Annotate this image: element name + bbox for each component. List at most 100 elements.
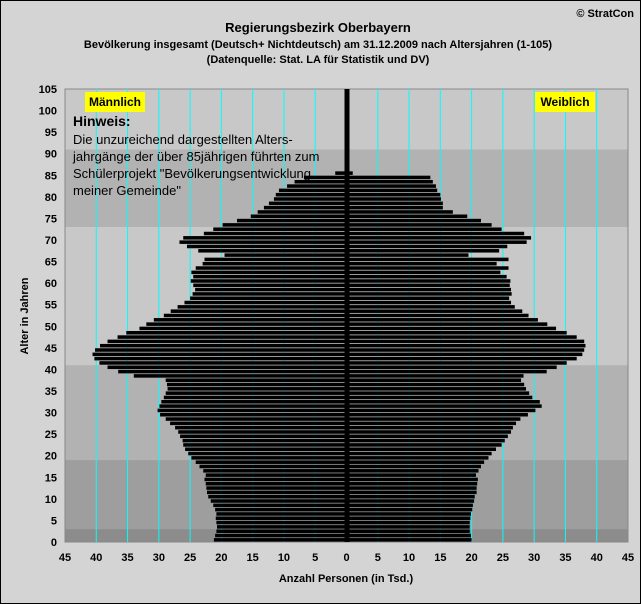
bar-male bbox=[335, 171, 347, 175]
bar-female bbox=[346, 430, 512, 434]
bar-female bbox=[346, 274, 507, 279]
bar-female bbox=[346, 253, 469, 257]
bar-female bbox=[346, 538, 472, 542]
y-axis-label: Alter in Jahren bbox=[19, 277, 31, 354]
y-tick-label: 95 bbox=[45, 127, 57, 139]
bar-female bbox=[346, 512, 471, 516]
bar-male bbox=[192, 292, 347, 296]
bar-male bbox=[210, 499, 347, 503]
bar-male bbox=[182, 438, 347, 443]
y-tick-label: 30 bbox=[45, 408, 57, 420]
bar-female bbox=[346, 525, 470, 529]
x-tick-label: 45 bbox=[622, 552, 634, 564]
bar-female bbox=[346, 197, 441, 201]
bar-female bbox=[346, 296, 510, 301]
x-tick-label: 15 bbox=[434, 552, 446, 564]
x-tick-label: 10 bbox=[403, 552, 415, 564]
bar-male bbox=[250, 214, 347, 219]
note-line-1: Die unzureichend dargestellten Alters- bbox=[73, 132, 293, 147]
bar-female bbox=[346, 434, 508, 439]
bar-female bbox=[346, 210, 453, 214]
x-tick-labels: 45 40 35 30 25 20 15 10 5 0 5 10 15 20 25 30 35 40 45 bbox=[59, 552, 634, 564]
bar-female bbox=[346, 456, 489, 460]
bar-female bbox=[346, 231, 525, 236]
bar-male bbox=[204, 257, 347, 262]
bar-male bbox=[107, 365, 347, 370]
bar-female bbox=[346, 365, 557, 370]
bar-female bbox=[346, 451, 492, 456]
bar-female bbox=[346, 300, 512, 305]
bar-male bbox=[163, 313, 347, 318]
bar-female bbox=[346, 438, 505, 443]
bar-male bbox=[126, 330, 347, 335]
bar-male bbox=[191, 270, 347, 275]
bar-male bbox=[263, 205, 347, 210]
bar-female bbox=[346, 503, 473, 508]
y-tick-label: 20 bbox=[45, 451, 57, 463]
y-tick-label: 0 bbox=[51, 537, 57, 549]
bar-male bbox=[193, 274, 347, 279]
bar-female bbox=[346, 326, 557, 331]
bar-male bbox=[160, 412, 347, 417]
bar-female bbox=[346, 443, 502, 447]
bar-male bbox=[213, 227, 347, 231]
y-tick-label: 50 bbox=[45, 321, 57, 333]
bar-male bbox=[178, 430, 347, 434]
x-tick-label: 20 bbox=[465, 552, 477, 564]
x-tick-label: 15 bbox=[247, 552, 259, 564]
y-tick-label: 10 bbox=[45, 494, 57, 506]
bar-female bbox=[346, 348, 585, 352]
bar-male bbox=[205, 481, 347, 486]
x-tick-label: 0 bbox=[343, 552, 349, 564]
bar-female bbox=[346, 490, 477, 495]
bar-female bbox=[346, 425, 513, 430]
y-tick-label: 35 bbox=[45, 386, 57, 398]
legend-female-box bbox=[535, 92, 595, 112]
bar-male bbox=[216, 520, 347, 525]
bar-female bbox=[346, 249, 500, 253]
bar-male bbox=[215, 516, 347, 521]
bar-female bbox=[346, 279, 511, 283]
bar-female bbox=[346, 481, 478, 486]
bar-male bbox=[303, 175, 347, 180]
bar-male bbox=[208, 494, 347, 499]
bar-female bbox=[346, 404, 542, 408]
x-tick-label: 10 bbox=[278, 552, 290, 564]
bar-male bbox=[165, 378, 347, 382]
bar-male bbox=[278, 188, 347, 193]
female-bars bbox=[346, 136, 586, 542]
bar-female bbox=[346, 313, 529, 318]
note-title: Hinweis: bbox=[73, 113, 131, 129]
bar-male bbox=[203, 231, 347, 236]
bar-male bbox=[199, 464, 347, 469]
bar-female bbox=[346, 244, 508, 249]
bar-female bbox=[346, 236, 532, 240]
bar-male bbox=[191, 456, 347, 460]
y-tick-label: 85 bbox=[45, 170, 57, 182]
bar-female bbox=[346, 387, 527, 391]
bar-female bbox=[346, 447, 497, 452]
bar-male bbox=[195, 287, 347, 292]
x-tick-label: 30 bbox=[528, 552, 540, 564]
bar-male bbox=[161, 400, 347, 404]
bar-male bbox=[195, 266, 347, 270]
bar-female bbox=[346, 205, 443, 210]
bar-female bbox=[346, 400, 540, 404]
y-tick-label: 40 bbox=[45, 364, 57, 376]
bar-female bbox=[346, 270, 501, 275]
bar-female bbox=[346, 473, 476, 477]
bar-female bbox=[346, 469, 479, 473]
x-tick-label: 35 bbox=[559, 552, 571, 564]
legend-male-label: Männlich bbox=[89, 95, 141, 109]
x-tick-label: 5 bbox=[375, 552, 381, 564]
bar-male bbox=[117, 335, 347, 339]
brand-label: © StratCon bbox=[576, 8, 634, 20]
y-tick-label: 100 bbox=[39, 106, 57, 118]
bar-male bbox=[157, 408, 347, 413]
bar-female bbox=[346, 227, 502, 231]
bar-male bbox=[99, 361, 347, 365]
bar-male bbox=[224, 253, 347, 257]
y-tick-label: 15 bbox=[45, 472, 57, 484]
bar-female bbox=[346, 335, 577, 339]
x-tick-label: 20 bbox=[215, 552, 227, 564]
